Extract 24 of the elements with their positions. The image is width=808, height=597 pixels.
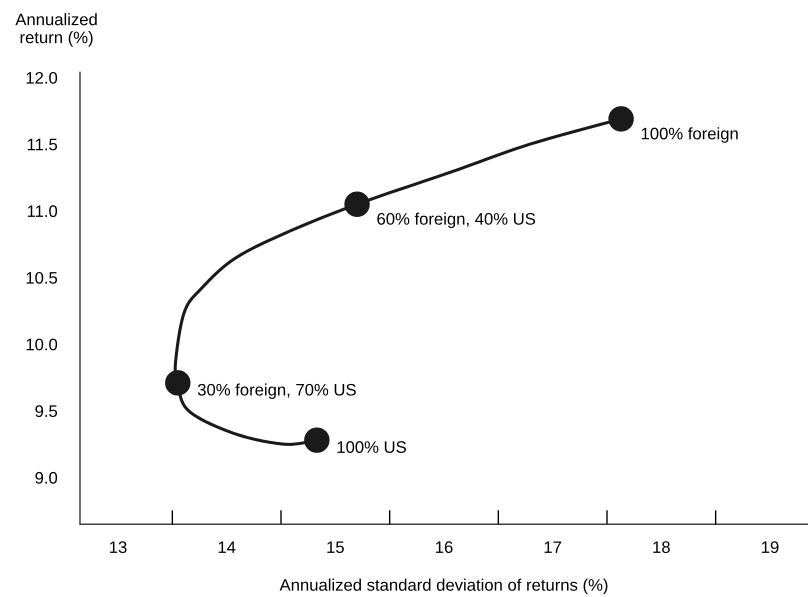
x-tick-label: 18 <box>653 541 670 554</box>
y-axis-title: Annualized return (%) <box>15 13 97 47</box>
point <box>608 106 634 132</box>
point <box>344 191 370 217</box>
x-tick-label: 16 <box>436 541 453 554</box>
y-tick-label: 10.0 <box>26 338 58 350</box>
annotation: 60% foreign, 40% US <box>377 212 536 228</box>
x-tick-label: 19 <box>762 541 778 554</box>
y-tick-label: 11.0 <box>28 205 58 218</box>
point <box>304 427 330 453</box>
y-tick-label: 12.0 <box>26 72 58 84</box>
y-tick-label: 9.5 <box>35 405 58 418</box>
x-axis-title: Annualized standard deviation of returns (%) <box>280 578 608 594</box>
x-tick-label: 14 <box>218 541 236 553</box>
point <box>165 370 191 396</box>
annotation: 100% foreign <box>642 127 738 143</box>
annotation: 100% US <box>338 441 406 453</box>
x-tick-label: 17 <box>544 541 562 553</box>
x-tick-label: 15 <box>327 541 344 554</box>
y-tick-label: 11.5 <box>28 138 58 150</box>
annotation: 30% foreign, 70% US <box>198 383 356 399</box>
y-tick-label: 9.0 <box>35 472 58 484</box>
x-tick-label: 13 <box>110 541 127 554</box>
y-tick-label: 10.5 <box>26 272 58 284</box>
